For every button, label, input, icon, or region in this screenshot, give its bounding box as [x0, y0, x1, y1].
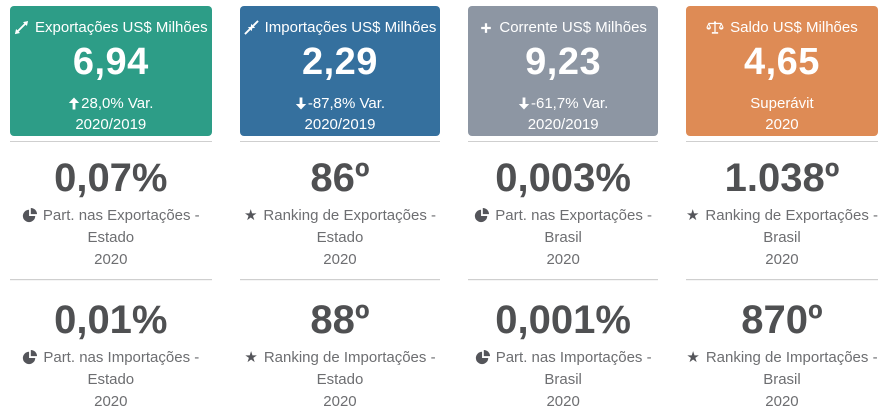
- pie-chart-icon: [474, 208, 490, 223]
- stat-label: ★ Ranking de Importações -: [240, 347, 441, 369]
- column-exportacoes: Exportações US$ Milhões 6,94 28,0% Var. …: [10, 6, 212, 411]
- stat-scope: Estado: [87, 228, 135, 246]
- stat-value: 0,001%: [495, 298, 631, 342]
- stat-ranking-exportacoes-brasil: 1.038º ★ Ranking de Exportações - Brasil…: [685, 141, 878, 280]
- stat-value: 0,003%: [495, 156, 631, 200]
- card-title-text: Saldo US$ Milhões: [730, 19, 858, 36]
- stat-label-text: Ranking de Importações -: [705, 349, 878, 366]
- stat-scope: Brasil: [544, 370, 582, 388]
- stat-label-text: Part. nas Importações -: [43, 349, 200, 366]
- card-period: 2020/2019: [304, 116, 376, 134]
- balance-scale-icon: [706, 20, 724, 35]
- stat-value: 0,01%: [54, 298, 168, 342]
- stat-ranking-exportacoes-estado: 86º ★ Ranking de Exportações - Estado 20…: [239, 141, 441, 280]
- card-title: Corrente US$ Milhões: [472, 19, 654, 36]
- card-period: 2020/2019: [75, 116, 147, 134]
- star-icon: ★: [686, 349, 700, 367]
- stat-scope: Brasil: [763, 370, 801, 388]
- card-title-text: Exportações US$ Milhões: [35, 19, 208, 36]
- plus-icon: [479, 21, 493, 35]
- stat-label-text: Part. nas Exportações -: [42, 207, 200, 224]
- star-icon: ★: [243, 207, 258, 225]
- stat-label: Part. nas Importações -: [468, 347, 658, 369]
- current-summary-card: Corrente US$ Milhões 9,23 -61,7% Var. 20…: [468, 6, 658, 136]
- balance-summary-card: Saldo US$ Milhões 4,65 Superávit 2020: [685, 6, 878, 136]
- star-icon: ★: [685, 207, 700, 225]
- column-saldo: Saldo US$ Milhões 4,65 Superávit 2020 1.…: [685, 6, 878, 411]
- stat-value: 86º: [310, 156, 370, 200]
- arrow-down-icon: [518, 97, 530, 110]
- stat-scope: Estado: [87, 370, 135, 388]
- stat-scope: Brasil: [763, 228, 801, 246]
- stat-value: 0,07%: [54, 156, 168, 200]
- card-title: Importações US$ Milhões: [243, 19, 437, 36]
- card-variation-text: Superávit: [750, 94, 814, 112]
- card-variation-text: -87,8% Var.: [307, 94, 386, 112]
- stat-part-importacoes-brasil: 0,001% Part. nas Importações - Brasil 20…: [468, 280, 658, 411]
- card-title-text: Importações US$ Milhões: [264, 19, 437, 36]
- pie-chart-icon: [475, 350, 490, 365]
- card-variation: Superávit: [690, 93, 874, 115]
- stat-label: ★ Ranking de Exportações -: [240, 205, 441, 227]
- pie-chart-icon: [22, 208, 37, 223]
- card-title: Exportações US$ Milhões: [14, 19, 208, 36]
- expand-arrows-icon: [14, 20, 29, 35]
- card-title-text: Corrente US$ Milhões: [499, 19, 647, 36]
- stat-part-importacoes-estado: 0,01% Part. nas Importações - Estado 202…: [10, 280, 212, 411]
- stat-ranking-importacoes-estado: 88º ★ Ranking de Importações - Estado 20…: [240, 280, 441, 411]
- arrow-down-icon: [295, 97, 307, 110]
- stat-year: 2020: [765, 250, 799, 268]
- stat-scope: Brasil: [544, 228, 582, 246]
- exports-summary-card: Exportações US$ Milhões 6,94 28,0% Var. …: [10, 6, 212, 136]
- card-value: 6,94: [72, 41, 149, 83]
- stat-year: 2020: [323, 250, 357, 268]
- stat-value: 1.038º: [724, 156, 840, 200]
- stat-part-exportacoes-brasil: 0,003% Part. nas Exportações - Brasil 20…: [468, 141, 658, 280]
- pie-chart-icon: [22, 350, 38, 365]
- stat-scope: Estado: [316, 370, 364, 388]
- stat-value: 88º: [310, 298, 370, 342]
- card-value: 4,65: [743, 41, 820, 83]
- stat-ranking-importacoes-brasil: 870º ★ Ranking de Importações - Brasil 2…: [686, 280, 878, 411]
- stat-label: ★ Ranking de Importações -: [686, 347, 878, 369]
- card-variation: -61,7% Var.: [472, 93, 654, 115]
- stat-label-text: Part. nas Importações -: [495, 349, 652, 366]
- card-variation: 28,0% Var.: [14, 93, 208, 115]
- stat-year: 2020: [323, 392, 357, 410]
- stat-label: ★ Ranking de Exportações -: [686, 205, 878, 227]
- card-title: Saldo US$ Milhões: [690, 19, 874, 36]
- stat-label-text: Ranking de Exportações -: [263, 207, 436, 224]
- stat-label: Part. nas Exportações -: [468, 205, 658, 227]
- stat-year: 2020: [94, 392, 128, 410]
- stat-year: 2020: [546, 250, 580, 268]
- stat-label-text: Part. nas Exportações -: [495, 207, 653, 224]
- card-variation-text: -61,7% Var.: [531, 94, 609, 112]
- column-corrente: Corrente US$ Milhões 9,23 -61,7% Var. 20…: [468, 6, 658, 411]
- stat-year: 2020: [94, 250, 128, 268]
- stat-label: Part. nas Importações -: [10, 347, 212, 369]
- arrow-up-icon: [68, 97, 80, 110]
- stat-label-text: Ranking de Exportações -: [705, 207, 878, 224]
- stat-year: 2020: [546, 392, 580, 410]
- card-value: 2,29: [301, 41, 378, 83]
- stat-year: 2020: [765, 392, 799, 410]
- stat-scope: Estado: [316, 228, 364, 246]
- star-icon: ★: [244, 349, 258, 367]
- card-variation-text: 28,0% Var.: [81, 94, 154, 112]
- card-period: 2020/2019: [527, 116, 599, 134]
- card-variation: -87,8% Var.: [244, 93, 437, 115]
- imports-summary-card: Importações US$ Milhões 2,29 -87,8% Var.…: [239, 6, 441, 136]
- stat-label-text: Ranking de Importações -: [263, 349, 436, 366]
- card-value: 9,23: [525, 41, 602, 83]
- stat-label: Part. nas Exportações -: [10, 205, 212, 227]
- compress-arrows-icon: [243, 20, 259, 35]
- column-importacoes: Importações US$ Milhões 2,29 -87,8% Var.…: [239, 6, 441, 411]
- card-period: 2020: [765, 116, 799, 134]
- stat-part-exportacoes-estado: 0,07% Part. nas Exportações - Estado 202…: [10, 141, 212, 280]
- stat-value: 870º: [741, 298, 823, 342]
